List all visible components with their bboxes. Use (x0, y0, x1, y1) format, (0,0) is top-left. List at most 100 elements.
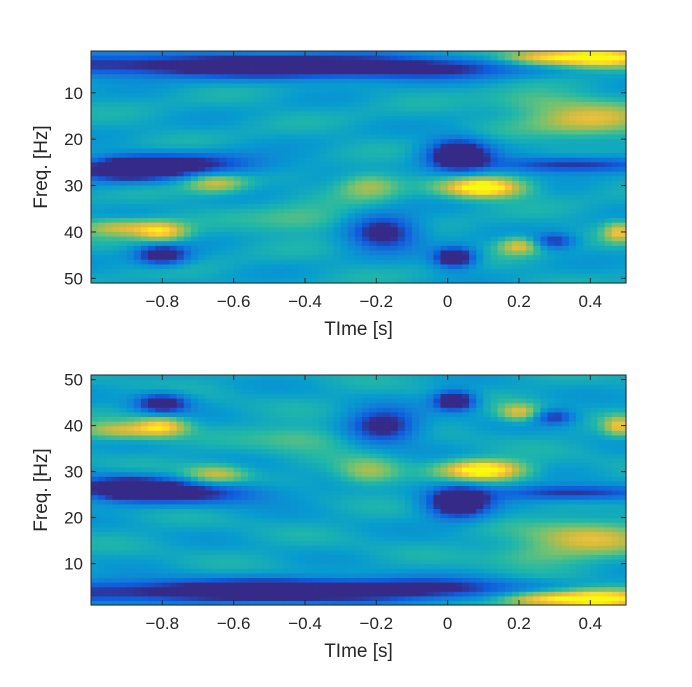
heatmap-cell (319, 554, 327, 559)
heatmap-cell (540, 176, 548, 181)
heatmap-cell (612, 195, 620, 200)
heatmap-cell (205, 587, 213, 592)
heatmap-cell (597, 139, 605, 144)
heatmap-cell (441, 172, 449, 177)
heatmap-cell (519, 83, 527, 88)
heatmap-cell (555, 181, 563, 186)
heatmap-cell (391, 536, 399, 541)
heatmap-cell (426, 559, 434, 564)
heatmap-cell (127, 190, 135, 195)
heatmap-cell (391, 116, 399, 121)
heatmap-cell (512, 260, 520, 265)
heatmap-cell (433, 564, 441, 569)
heatmap-cell (412, 564, 420, 569)
heatmap-cell (212, 204, 220, 209)
heatmap-cell (548, 176, 556, 181)
heatmap-cell (512, 554, 520, 559)
heatmap-cell (255, 65, 263, 70)
heatmap-cell (455, 158, 463, 163)
heatmap-cell (298, 251, 306, 256)
heatmap-cell (512, 568, 520, 573)
heatmap-cell (362, 199, 370, 204)
heatmap-cell (462, 93, 470, 98)
heatmap-cell (362, 83, 370, 88)
heatmap-cell (319, 241, 327, 246)
heatmap-cell (590, 536, 598, 541)
heatmap-cell (169, 158, 177, 163)
heatmap-cell (555, 218, 563, 223)
heatmap-cell (120, 577, 128, 582)
heatmap-cell (469, 199, 477, 204)
heatmap-cell (562, 531, 570, 536)
heatmap-cell (498, 79, 506, 84)
heatmap-cell (334, 181, 342, 186)
heatmap-cell (590, 148, 598, 153)
heatmap-cell (341, 554, 349, 559)
heatmap-cell (562, 79, 570, 84)
heatmap-cell (319, 65, 327, 70)
heatmap-cell (405, 51, 413, 56)
heatmap-cell (162, 573, 170, 578)
heatmap-cell (348, 550, 356, 555)
heatmap-cell (162, 135, 170, 140)
heatmap-cell (298, 102, 306, 107)
heatmap-cell (426, 148, 434, 153)
heatmap-cell (198, 241, 206, 246)
heatmap-cell (619, 148, 627, 153)
heatmap-cell (284, 144, 292, 149)
heatmap-cell (141, 65, 149, 70)
heatmap-cell (91, 125, 99, 130)
heatmap-cell (98, 121, 106, 126)
heatmap-cell (441, 260, 449, 265)
heatmap-cell (284, 550, 292, 555)
heatmap-cell (312, 83, 320, 88)
y-tick-label: 20 (64, 130, 83, 149)
heatmap-cell (105, 527, 113, 532)
heatmap-cell (276, 246, 284, 251)
heatmap-cell (455, 213, 463, 218)
heatmap-cell (619, 232, 627, 237)
heatmap-cell (169, 107, 177, 112)
heatmap-cell (441, 130, 449, 135)
heatmap-cell (376, 269, 384, 274)
heatmap-cell (291, 79, 299, 84)
heatmap-cell (141, 559, 149, 564)
heatmap-cell (355, 274, 363, 279)
heatmap-cell (505, 93, 513, 98)
heatmap-cell (569, 559, 577, 564)
heatmap-cell (298, 545, 306, 550)
x-tick-label: −0.2 (360, 292, 394, 311)
heatmap-cell (105, 121, 113, 126)
heatmap-cell (91, 251, 99, 256)
heatmap-cell (555, 541, 563, 546)
heatmap-cell (405, 176, 413, 181)
heatmap-cell (298, 135, 306, 140)
heatmap-cell (312, 274, 320, 279)
heatmap-cell (241, 125, 249, 130)
heatmap-cell (212, 135, 220, 140)
heatmap-cell (426, 550, 434, 555)
heatmap-cell (155, 172, 163, 177)
heatmap-cell (205, 158, 213, 163)
heatmap-cell (462, 70, 470, 75)
heatmap-cell (355, 237, 363, 242)
heatmap-cell (205, 144, 213, 149)
heatmap-cell (112, 246, 120, 251)
heatmap-cell (177, 176, 185, 181)
heatmap-cell (448, 172, 456, 177)
heatmap-cell (284, 107, 292, 112)
heatmap-cell (383, 56, 391, 61)
heatmap-cell (312, 545, 320, 550)
heatmap-cell (433, 587, 441, 592)
heatmap-cell (441, 60, 449, 65)
heatmap-cell (498, 596, 506, 601)
heatmap-cell (112, 186, 120, 191)
heatmap-cell (112, 97, 120, 102)
heatmap-cell (512, 167, 520, 172)
heatmap-cell (191, 199, 199, 204)
heatmap-cell (227, 246, 235, 251)
heatmap-cell (498, 554, 506, 559)
heatmap-cell (569, 531, 577, 536)
heatmap-cell (291, 125, 299, 130)
heatmap-cell (205, 74, 213, 79)
